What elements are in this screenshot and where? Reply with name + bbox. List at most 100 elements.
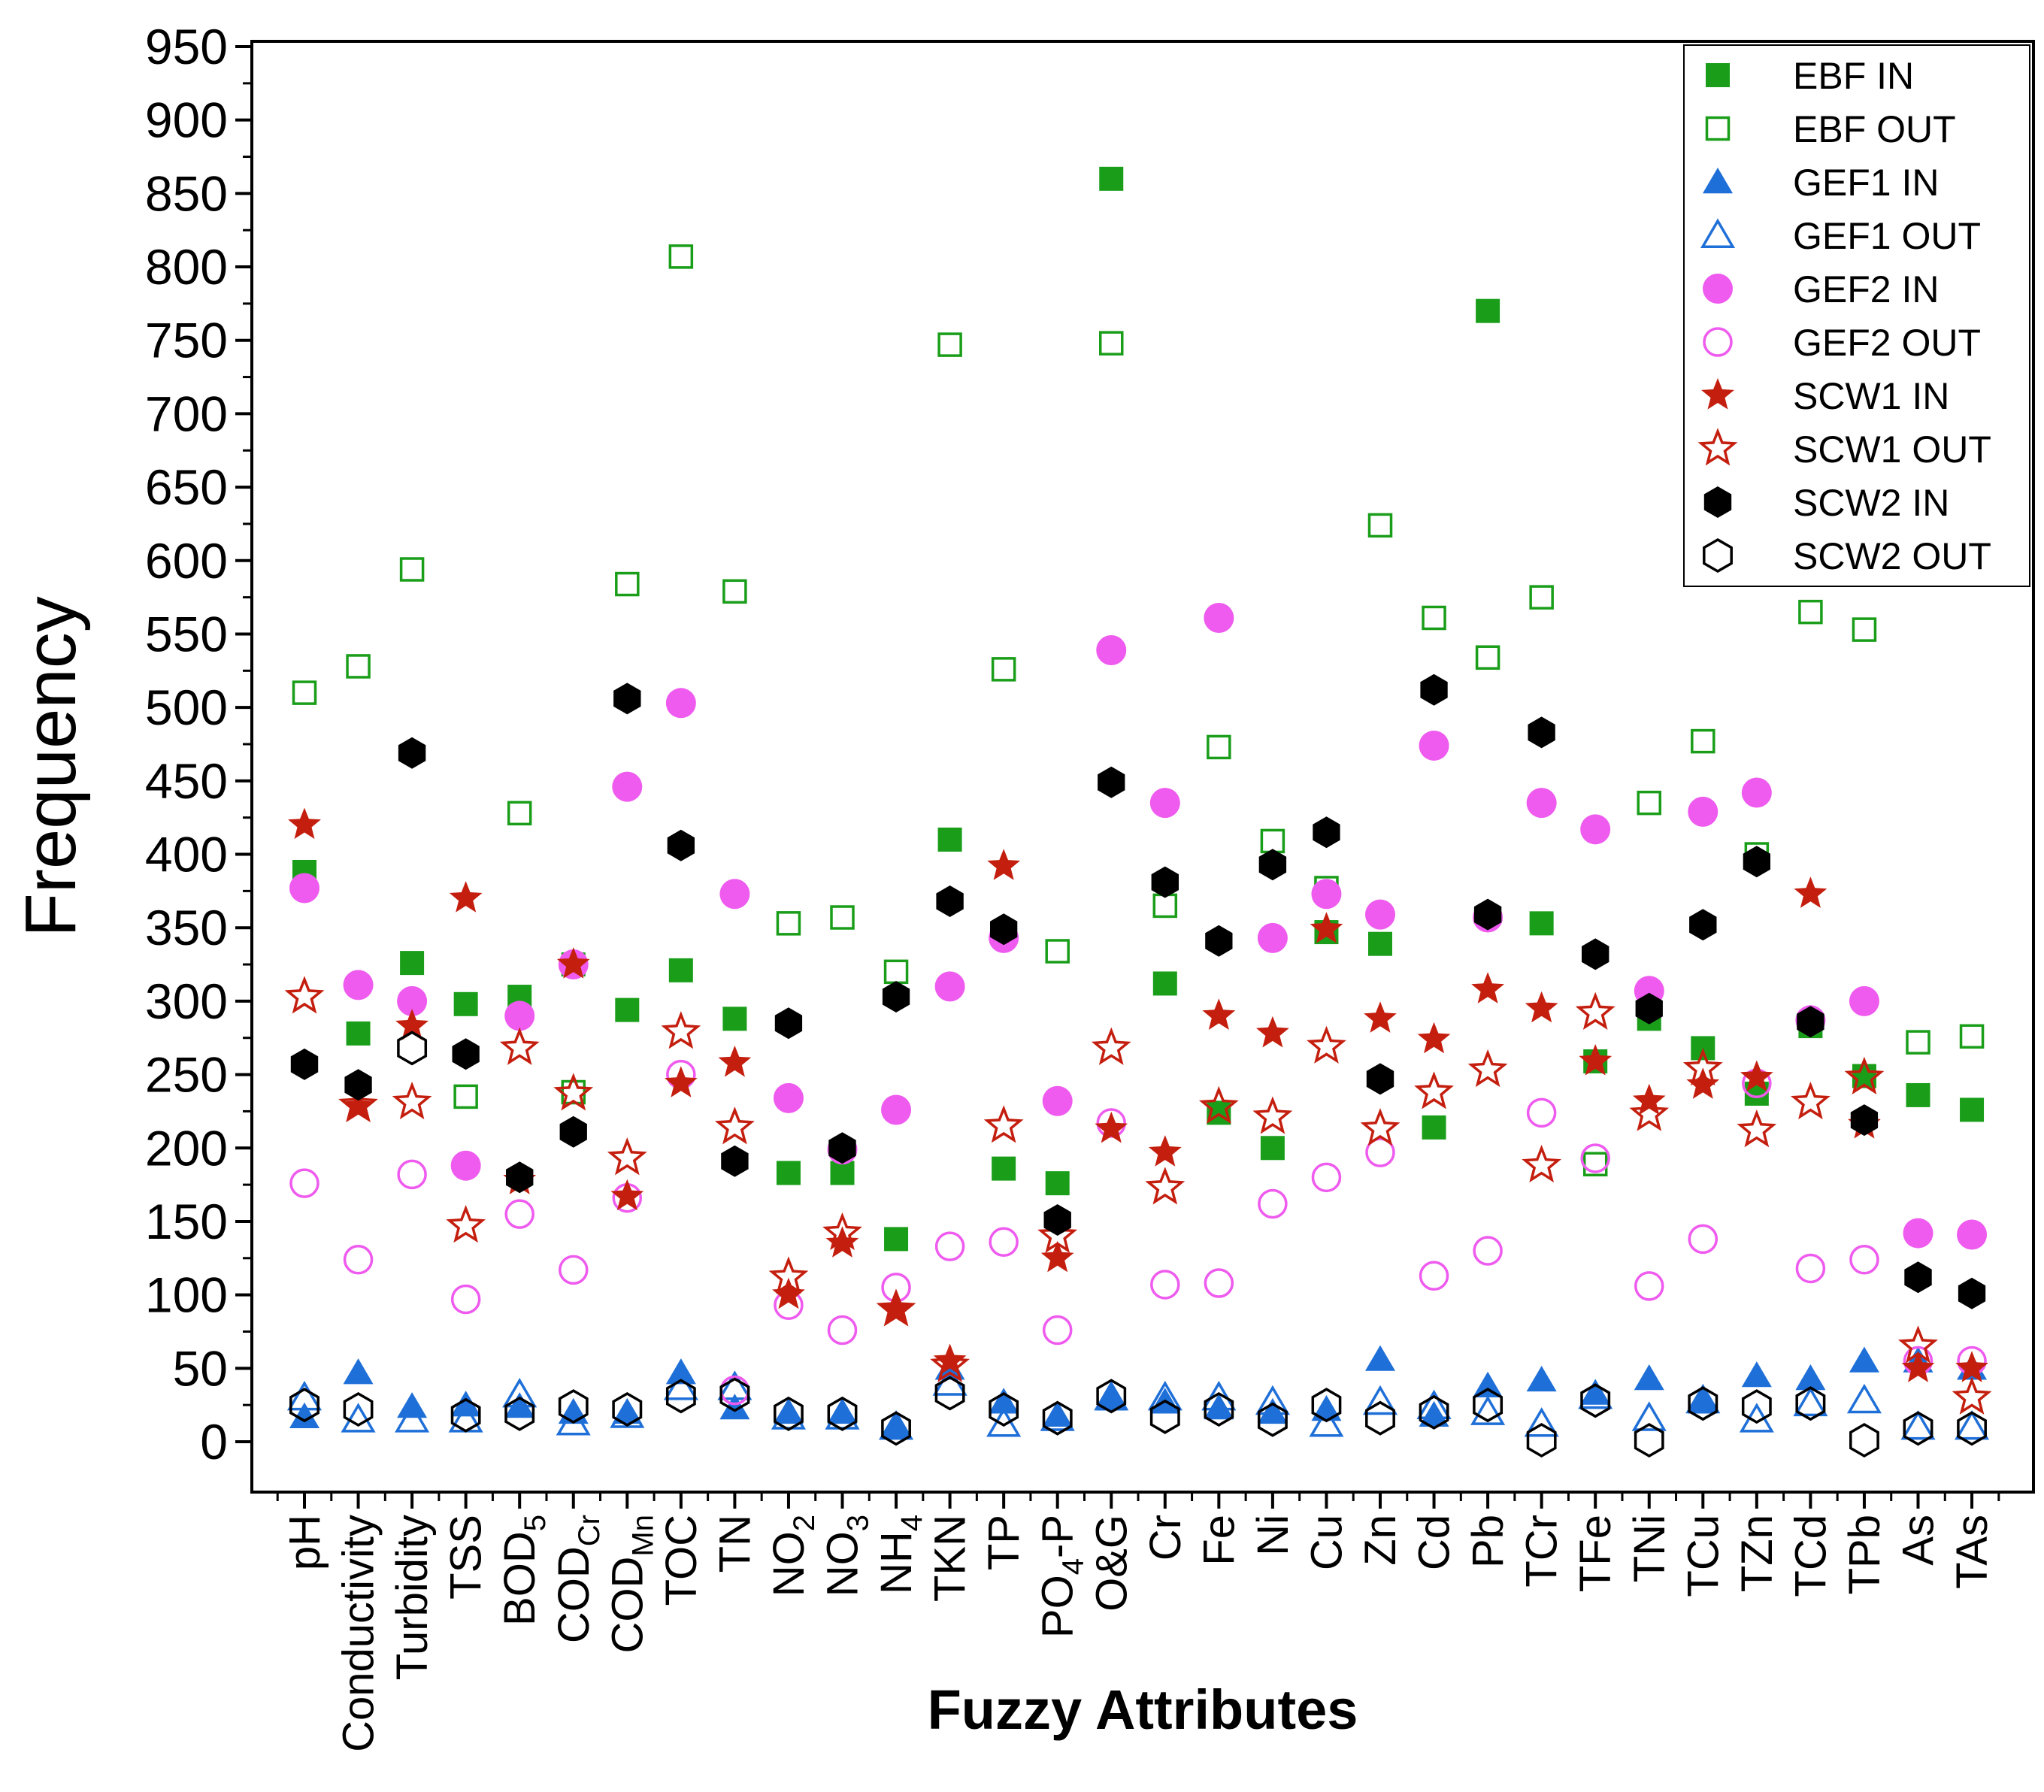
- y-tick-label: 700: [145, 386, 228, 441]
- point-ebf-out: [1207, 734, 1231, 760]
- x-tick-label: Zn: [1356, 1515, 1405, 1566]
- point-scw1-in: [1686, 1067, 1720, 1099]
- series-scw2-in: [290, 674, 1986, 1309]
- point-gef2-in: [1257, 922, 1288, 953]
- point-gef2-in: [881, 1094, 912, 1125]
- x-tick-label: TFe: [1571, 1515, 1620, 1592]
- point-scw2-out: [665, 1379, 696, 1414]
- point-scw1-in: [556, 947, 590, 979]
- point-gef2-out: [1849, 1244, 1879, 1275]
- point-gef2-out: [1042, 1315, 1073, 1346]
- point-gef1-in: [1419, 1400, 1449, 1427]
- point-gef1-in: [612, 1397, 643, 1424]
- legend-marker-scw2-in: [1703, 486, 1732, 518]
- x-axis-ticks: pH Conductivity Turbidity TSS BOD5CODCrCODMn…: [276, 1492, 2000, 1752]
- legend-entry-gef2-in: GEF2 IN: [1703, 268, 1939, 310]
- point-gef2-in: [1957, 1219, 1988, 1250]
- legend-box: [1683, 44, 2030, 587]
- point-scw1-in: [772, 1277, 805, 1309]
- point-scw2-out: [719, 1377, 750, 1412]
- x-tick-label: TOC: [657, 1515, 706, 1606]
- point-scw2-in: [1797, 1006, 1824, 1038]
- point-gef1-in: [881, 1412, 912, 1439]
- legend-entry-ebf-in: EBF IN: [1706, 55, 1914, 97]
- point-scw2-out: [774, 1396, 804, 1431]
- x-axis-title: Fuzzy Attributes: [928, 1678, 1358, 1741]
- point-ebf-out: [399, 557, 425, 582]
- point-scw2-out: [1903, 1411, 1933, 1446]
- point-ebf-out: [668, 244, 694, 269]
- point-scw1-out: [876, 1288, 916, 1327]
- point-scw2-out: [1042, 1400, 1073, 1436]
- y-tick-label: 650: [145, 459, 228, 515]
- point-gef1-out: [1954, 1409, 1990, 1440]
- point-scw1-in: [880, 1292, 913, 1324]
- point-scw2-in: [1313, 816, 1340, 849]
- point-scw2-out: [1634, 1422, 1664, 1458]
- x-tick-label: TCu: [1679, 1515, 1728, 1597]
- point-gef2-out: [1365, 1137, 1395, 1167]
- point-scw2-in: [613, 683, 641, 715]
- y-tick-label: 450: [145, 753, 228, 809]
- point-scw1-out: [714, 1106, 755, 1145]
- point-ebf-out: [1691, 728, 1715, 754]
- legend-label-scw1-in: SCW1 IN: [1793, 375, 1949, 417]
- point-gef1-in: [1096, 1385, 1127, 1411]
- series-gef2-out: [289, 1059, 1987, 1406]
- point-scw2-in: [1689, 909, 1717, 941]
- legend-label-scw2-in: SCW2 IN: [1793, 482, 1949, 524]
- point-ebf-out: [830, 905, 855, 930]
- legend-marker-scw1-out: [1697, 428, 1738, 466]
- point-ebf-out: [346, 654, 371, 679]
- point-scw2-in: [774, 1007, 803, 1040]
- series-ebf-in: [292, 166, 1985, 1252]
- point-gef2-out: [343, 1244, 374, 1275]
- point-ebf-out: [1099, 331, 1124, 356]
- point-gef1-in: [289, 1402, 319, 1428]
- point-scw1-out: [392, 1081, 432, 1120]
- point-scw2-in: [559, 1115, 587, 1148]
- legend-marker-scw2-out: [1703, 537, 1733, 574]
- point-scw1-out: [822, 1212, 862, 1251]
- point-gef2-out: [827, 1315, 858, 1346]
- point-gef1-out: [1362, 1385, 1398, 1415]
- x-tick-label: TAs: [1948, 1515, 1997, 1589]
- point-gef2-in: [1365, 899, 1395, 930]
- legend-entry-gef1-out: GEF1 OUT: [1700, 215, 1981, 257]
- point-ebf-in: [1368, 931, 1392, 956]
- point-ebf-out: [1422, 605, 1446, 631]
- point-scw2-in: [1366, 1063, 1394, 1095]
- point-gef1-out: [1470, 1395, 1506, 1425]
- legend-marker-gef2-in: [1703, 274, 1733, 304]
- data-points: [284, 166, 1992, 1458]
- x-tick-label: pH: [280, 1515, 329, 1570]
- point-scw1-in: [1471, 972, 1504, 1003]
- point-scw2-out: [1257, 1402, 1288, 1437]
- point-gef2-out: [559, 1255, 589, 1285]
- point-gef2-out: [989, 1227, 1019, 1258]
- legend-label-scw1-out: SCW1 OUT: [1793, 428, 1991, 471]
- point-scw2-in: [398, 737, 426, 769]
- point-ebf-in: [400, 951, 425, 976]
- x-tick-label: TP: [980, 1515, 1028, 1570]
- x-tick-label: TCr: [1518, 1515, 1567, 1588]
- point-scw2-in: [721, 1145, 749, 1177]
- point-ebf-in: [1422, 1115, 1446, 1140]
- legend-entry-scw1-out: SCW1 OUT: [1697, 428, 1991, 471]
- legend-label-gef1-in: GEF1 IN: [1793, 162, 1939, 204]
- point-gef1-out: [1147, 1380, 1182, 1411]
- point-gef1-out: [986, 1407, 1022, 1437]
- series-scw2-out: [289, 1031, 1987, 1458]
- legend-label-gef1-out: GEF1 OUT: [1793, 215, 1981, 257]
- point-gef2-in: [504, 1000, 535, 1031]
- x-tick-label: As: [1894, 1515, 1943, 1566]
- point-scw2-in: [506, 1161, 534, 1194]
- y-tick-label: 250: [145, 1047, 228, 1103]
- point-scw1-out: [983, 1105, 1024, 1143]
- point-scw1-out: [607, 1137, 647, 1176]
- point-gef1-in: [1741, 1361, 1772, 1388]
- point-gef1-in: [1688, 1388, 1718, 1414]
- point-gef1-out: [878, 1409, 914, 1440]
- y-axis-ticks: 0 50 100 150 200 250 300 350 400 450 500 550 600 650 7…: [145, 19, 252, 1470]
